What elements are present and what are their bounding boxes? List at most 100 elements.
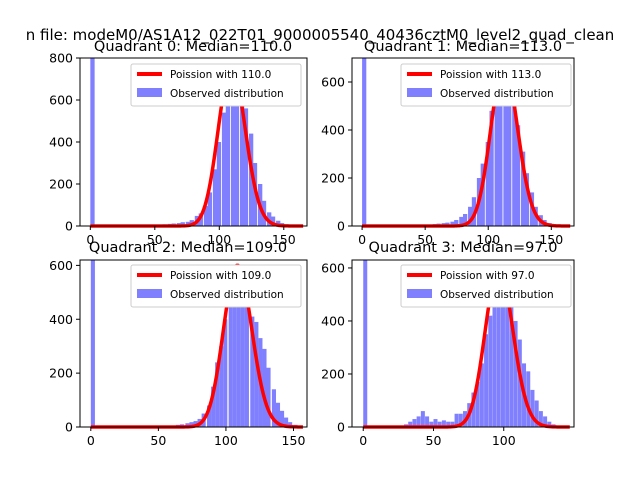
histogram-bar bbox=[503, 67, 508, 226]
histogram-bar bbox=[243, 108, 249, 226]
axes-frame bbox=[351, 57, 575, 227]
histogram-bar bbox=[270, 216, 276, 226]
legend-observed-label: Observed distribution bbox=[170, 289, 284, 301]
histogram-bar bbox=[248, 133, 254, 226]
histogram-bar bbox=[468, 206, 473, 226]
x-tick-label: 50 bbox=[426, 433, 442, 448]
axes: 0 50 100 150 0 200 400 600 800 bbox=[49, 51, 308, 247]
histogram-bar bbox=[412, 419, 417, 427]
histogram-bar bbox=[198, 213, 203, 226]
y-tick-label: 0 bbox=[337, 420, 345, 435]
histogram-bar bbox=[450, 221, 455, 226]
legend-observed-swatch bbox=[137, 88, 162, 97]
legend-observed-label: Observed distribution bbox=[440, 88, 554, 100]
histogram-bar bbox=[279, 410, 285, 427]
histogram-bar bbox=[207, 192, 212, 226]
histogram-bars bbox=[90, 260, 298, 427]
histogram-bar bbox=[459, 216, 464, 226]
histogram-bar bbox=[505, 267, 510, 427]
histogram-bar bbox=[90, 58, 95, 226]
legend-observed-swatch bbox=[407, 88, 432, 97]
legend-poisson-label: Poission with 113.0 bbox=[440, 69, 541, 81]
histogram-bar bbox=[492, 302, 497, 427]
subplot-title: Quadrant 2: Median=109.0 bbox=[89, 240, 287, 256]
histogram-bar bbox=[489, 110, 494, 226]
legend: Poission with 110.0 Observed distributio… bbox=[130, 63, 302, 107]
histogram-bars bbox=[363, 260, 556, 427]
subplot-title: Quadrant 3: Median=97.0 bbox=[369, 240, 558, 256]
x-tick-label: 50 bbox=[150, 433, 166, 448]
histogram-bar bbox=[534, 400, 539, 427]
x-tick-label: 100 bbox=[207, 232, 231, 247]
x-tick-label: 0 bbox=[86, 232, 94, 247]
subplot-quadrant-0: Quadrant 0: Median=110.0 0 50 100 150 0 200 40… bbox=[49, 39, 308, 247]
histogram-bar bbox=[185, 423, 190, 427]
histogram-bar bbox=[515, 125, 521, 226]
histogram-bar bbox=[271, 389, 276, 427]
y-tick-label: 600 bbox=[321, 75, 345, 90]
histogram-bar bbox=[250, 316, 255, 427]
histogram-bar bbox=[225, 85, 231, 226]
histogram-bar bbox=[547, 421, 552, 427]
legend-frame bbox=[130, 63, 302, 107]
y-tick-label: 200 bbox=[49, 177, 73, 192]
subplot-quadrant-1: Quadrant 1: Median=113.0 0 50 100 150 0 200 40… bbox=[321, 39, 575, 247]
histogram-bar bbox=[212, 169, 218, 226]
axes-frame bbox=[351, 259, 575, 428]
histogram-bar bbox=[479, 363, 484, 427]
y-tick-label: 400 bbox=[321, 313, 345, 328]
x-tick-label: 0 bbox=[358, 232, 366, 247]
x-tick-label: 0 bbox=[359, 433, 367, 448]
histogram-bar bbox=[180, 222, 185, 226]
subplot-title: Quadrant 0: Median=110.0 bbox=[94, 39, 292, 55]
histogram-bar bbox=[433, 419, 438, 427]
histogram-bar bbox=[244, 300, 249, 427]
histogram-bar bbox=[276, 220, 281, 226]
axes: 0 50 100 150 0 200 400 600 bbox=[49, 258, 308, 448]
histogram-bar bbox=[471, 392, 476, 427]
histogram-bar bbox=[454, 413, 459, 427]
histogram-bar bbox=[363, 260, 368, 427]
histogram-bar bbox=[488, 315, 493, 427]
histogram-bar bbox=[221, 112, 227, 226]
histogram-bar bbox=[500, 273, 505, 427]
histogram-bar bbox=[512, 101, 517, 226]
histogram-bar bbox=[416, 416, 421, 427]
histogram-bar bbox=[485, 142, 490, 226]
x-tick-label: 100 bbox=[492, 433, 516, 448]
y-tick-label: 200 bbox=[49, 366, 73, 381]
histogram-bar bbox=[480, 163, 485, 226]
histogram-bar bbox=[437, 421, 442, 427]
y-tick-label: 0 bbox=[337, 219, 345, 234]
x-tick-label: 150 bbox=[282, 433, 306, 448]
histogram-bar bbox=[450, 421, 455, 427]
histogram-bar bbox=[239, 95, 245, 226]
histogram-bar bbox=[266, 367, 271, 427]
histogram-bar bbox=[507, 79, 512, 226]
histogram-bar bbox=[425, 416, 430, 427]
legend-observed-swatch bbox=[137, 289, 162, 298]
legend-frame bbox=[400, 264, 572, 308]
histogram-bar bbox=[526, 371, 531, 427]
histogram-bar bbox=[494, 86, 499, 226]
histogram-bar bbox=[240, 276, 245, 427]
legend: Poission with 97.0 Observed distribution bbox=[400, 264, 572, 308]
histogram-bars bbox=[362, 58, 561, 226]
x-tick-label: 150 bbox=[272, 232, 296, 247]
y-tick-label: 400 bbox=[49, 135, 73, 150]
histogram-bar bbox=[236, 281, 241, 427]
histogram-bar bbox=[543, 416, 548, 427]
histogram-bar bbox=[484, 334, 489, 427]
histogram-bar bbox=[429, 421, 434, 427]
figure-suptitle: n file: modeM0/AS1A12_022T01_9000005540_… bbox=[26, 26, 615, 45]
legend-poisson-label: Poission with 110.0 bbox=[170, 69, 271, 81]
legend-poisson-label: Poission with 97.0 bbox=[440, 270, 535, 282]
histogram-bar bbox=[219, 346, 224, 427]
histogram-bar bbox=[230, 70, 236, 226]
x-tick-label: 150 bbox=[539, 232, 563, 247]
histogram-bar bbox=[234, 66, 240, 227]
histogram-bar bbox=[288, 422, 293, 427]
histogram-bar bbox=[458, 413, 463, 427]
y-tick-label: 0 bbox=[65, 420, 73, 435]
